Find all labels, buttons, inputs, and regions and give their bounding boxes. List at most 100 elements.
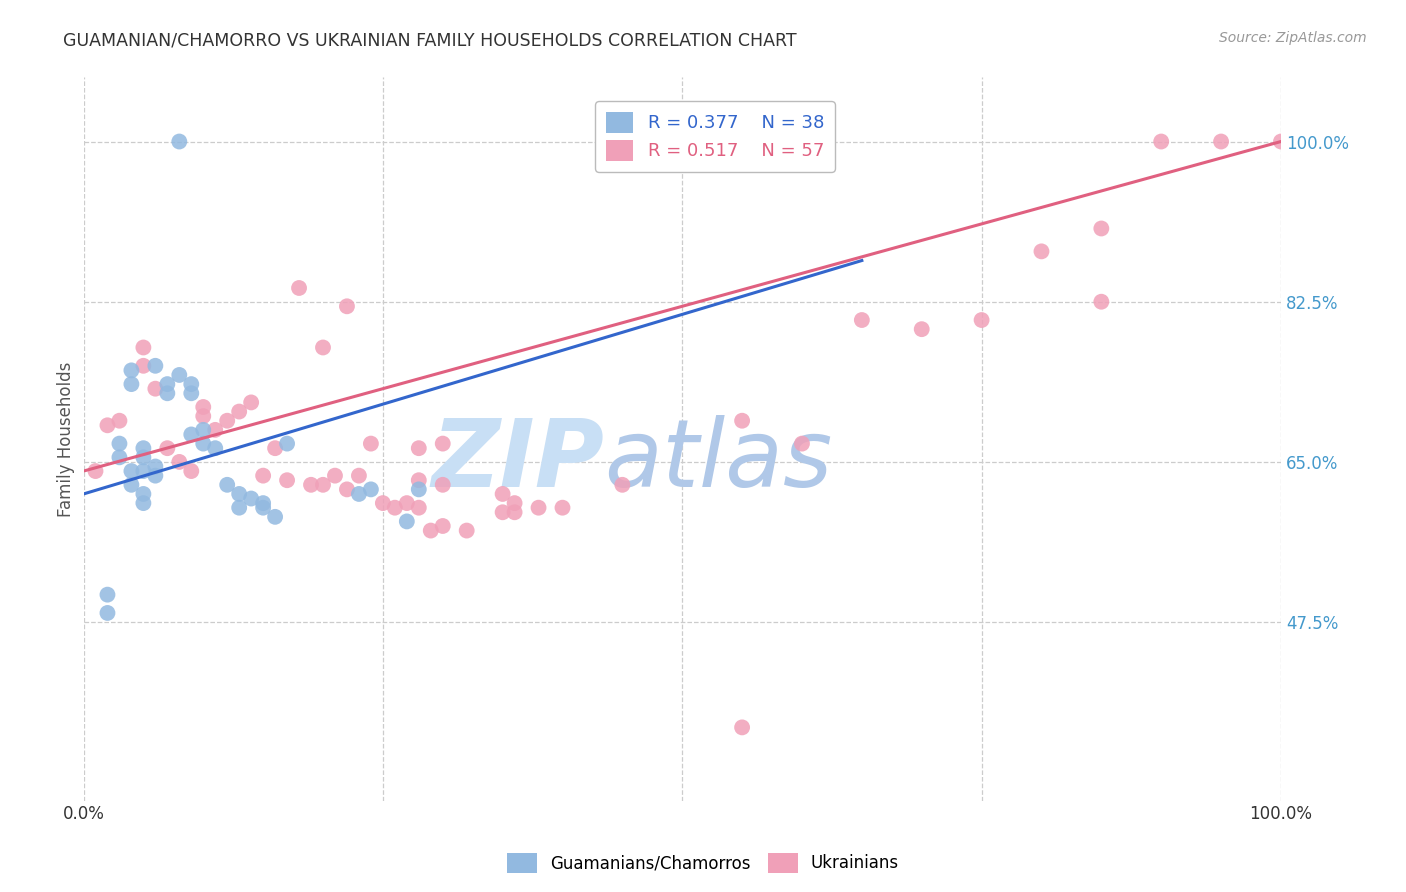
Point	[395, 515, 418, 529]
Point	[503, 505, 526, 519]
Point	[408, 473, 430, 487]
Point	[96, 606, 118, 620]
Point	[132, 487, 155, 501]
Point	[120, 377, 142, 392]
Point	[169, 135, 191, 149]
Point	[108, 436, 131, 450]
Point	[228, 487, 250, 501]
Point	[180, 427, 202, 442]
Point	[228, 500, 250, 515]
Point	[336, 483, 359, 497]
Point	[228, 404, 250, 418]
Point	[240, 395, 263, 409]
Point	[193, 423, 215, 437]
Text: atlas: atlas	[605, 415, 832, 507]
Point	[851, 313, 873, 327]
Point	[193, 409, 215, 424]
Point	[312, 477, 335, 491]
Point	[347, 468, 370, 483]
Point	[432, 436, 454, 450]
Point	[408, 483, 430, 497]
Point	[612, 477, 634, 491]
Point	[143, 459, 166, 474]
Point	[217, 477, 239, 491]
Point	[96, 588, 118, 602]
Point	[143, 468, 166, 483]
Point	[395, 496, 418, 510]
Point	[120, 464, 142, 478]
Point	[731, 414, 754, 428]
Point	[503, 496, 526, 510]
Point	[384, 500, 406, 515]
Point	[336, 299, 359, 313]
Point	[408, 500, 430, 515]
Point	[1090, 221, 1112, 235]
Text: GUAMANIAN/CHAMORRO VS UKRAINIAN FAMILY HOUSEHOLDS CORRELATION CHART: GUAMANIAN/CHAMORRO VS UKRAINIAN FAMILY H…	[63, 31, 797, 49]
Point	[217, 414, 239, 428]
Point	[84, 464, 107, 478]
Point	[312, 341, 335, 355]
Point	[1270, 135, 1292, 149]
Point	[180, 464, 202, 478]
Point	[169, 368, 191, 382]
Point	[1150, 135, 1173, 149]
Point	[323, 468, 346, 483]
Point	[156, 377, 179, 392]
Point	[432, 477, 454, 491]
Point	[204, 441, 226, 455]
Point	[120, 477, 142, 491]
Point	[156, 441, 179, 455]
Point	[360, 436, 382, 450]
Point	[456, 524, 478, 538]
Point	[143, 382, 166, 396]
Point	[347, 487, 370, 501]
Text: Source: ZipAtlas.com: Source: ZipAtlas.com	[1219, 31, 1367, 45]
Point	[96, 418, 118, 433]
Y-axis label: Family Households: Family Households	[58, 361, 75, 516]
Point	[491, 487, 513, 501]
Point	[120, 363, 142, 377]
Point	[169, 455, 191, 469]
Point	[371, 496, 394, 510]
Point	[132, 464, 155, 478]
Point	[252, 500, 274, 515]
Point	[252, 468, 274, 483]
Point	[970, 313, 993, 327]
Point	[1031, 244, 1053, 259]
Point	[419, 524, 441, 538]
Point	[108, 450, 131, 465]
Point	[252, 496, 274, 510]
Point	[264, 509, 287, 524]
Point	[1209, 135, 1232, 149]
Point	[132, 359, 155, 373]
Point	[288, 281, 311, 295]
Point	[240, 491, 263, 506]
Point	[143, 359, 166, 373]
Point	[911, 322, 934, 336]
Point	[193, 400, 215, 414]
Point	[204, 423, 226, 437]
Point	[491, 505, 513, 519]
Point	[731, 720, 754, 734]
Point	[299, 477, 322, 491]
Point	[132, 450, 155, 465]
Point	[790, 436, 813, 450]
Legend: Guamanians/Chamorros, Ukrainians: Guamanians/Chamorros, Ukrainians	[501, 847, 905, 880]
Point	[193, 436, 215, 450]
Point	[180, 386, 202, 401]
Point	[132, 441, 155, 455]
Point	[132, 496, 155, 510]
Point	[408, 441, 430, 455]
Point	[108, 414, 131, 428]
Point	[551, 500, 574, 515]
Text: ZIP: ZIP	[432, 415, 605, 507]
Point	[156, 386, 179, 401]
Point	[432, 519, 454, 533]
Point	[1090, 294, 1112, 309]
Point	[360, 483, 382, 497]
Point	[527, 500, 550, 515]
Point	[276, 436, 298, 450]
Point	[264, 441, 287, 455]
Point	[180, 377, 202, 392]
Point	[132, 341, 155, 355]
